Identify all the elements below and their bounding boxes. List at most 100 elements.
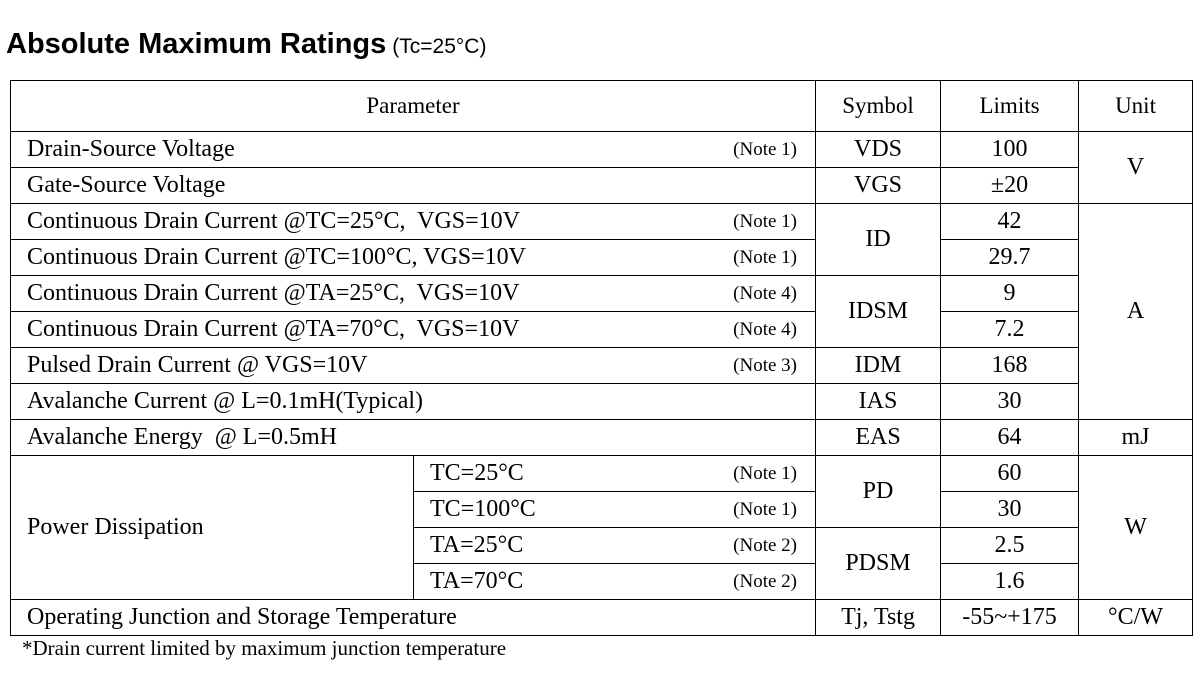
condition-content: TA=70°C (Note 2) [415,568,815,595]
limit: 64 [940,419,1080,456]
table-body: Parameter Symbol Limits Unit Drain-Sourc… [9,80,1194,636]
unit: °C/W [1078,599,1194,636]
symbol: IDM [815,347,942,384]
parameter: Pulsed Drain Current @ VGS=10V [27,352,368,378]
table-row: Avalanche Current @ L=0.1mH(Typical) IAS 3… [9,383,1193,420]
symbol: IAS [815,383,942,420]
parameter-content: Continuous Drain Current @TA=70°C, VGS=1… [12,316,815,343]
column-header: Symbol [815,80,942,132]
unit: A [1078,203,1194,420]
unit: V [1078,131,1194,204]
parameter-content: Avalanche Current @ L=0.1mH(Typical) [12,388,815,415]
parameter: Operating Junction and Storage Temperatu… [27,604,457,630]
symbol: VGS [815,167,942,204]
parameter-cell: Continuous Drain Current @TA=25°C, VGS=1… [9,275,817,312]
limit: ±20 [940,167,1080,204]
parameter-group: Power Dissipation [10,455,414,600]
table-row: Gate-Source Voltage VGS ±20 [9,167,1193,204]
footnote: *Drain current limited by maximum juncti… [22,636,507,660]
parameter-cell: Continuous Drain Current @TC=25°C, VGS=1… [9,203,817,240]
symbol: VDS [815,131,942,168]
note: (Note 4) [733,282,798,304]
column-header: Parameter [9,80,817,132]
symbol: PD [815,455,942,528]
table-row: Continuous Drain Current @TA=70°C, VGS=1… [9,311,1193,348]
parameter: Drain-Source Voltage [27,136,235,162]
parameter: Continuous Drain Current @TC=100°C, VGS=… [27,244,526,270]
condition: TA=25°C [430,532,524,558]
note: (Note 1) [733,138,798,160]
limit: 42 [940,203,1080,240]
table-row: Avalanche Energy @ L=0.5mH EAS 64 mJ [9,419,1194,456]
parameter: Continuous Drain Current @TA=25°C, VGS=1… [27,280,520,306]
parameter: Avalanche Energy @ L=0.5mH [27,424,337,450]
table-row: Continuous Drain Current @TA=25°C, VGS=1… [9,275,1193,348]
table-row: Continuous Drain Current @TC=100°C, VGS=… [9,239,1193,276]
condition-content: TC=100°C (Note 1) [415,496,815,523]
parameter-content: Avalanche Energy @ L=0.5mH [12,424,815,451]
limit: 100 [940,131,1080,168]
note: (Note 1) [733,246,798,268]
condition: (Tc=25°C) [392,35,487,58]
table-row: Drain-Source Voltage (Note 1) VDS 100 V [9,131,1194,204]
condition: TC=25°C [430,460,524,486]
limit: 2.5 [940,527,1080,564]
condition-cell: TC=25°C (Note 1) [412,455,817,492]
limit: 60 [940,455,1080,492]
limit: 7.2 [940,311,1080,348]
limit: 9 [940,275,1080,312]
parameter-content: Continuous Drain Current @TA=25°C, VGS=1… [12,280,815,307]
column-header: Limits [940,80,1080,132]
note: (Note 2) [733,570,798,592]
symbol: Tj, Tstg [815,599,942,636]
parameter: Gate-Source Voltage [27,172,226,198]
limit: 29.7 [940,239,1080,276]
limit: -55~+175 [940,599,1080,636]
condition: TC=100°C [430,496,536,522]
parameter-cell: Operating Junction and Storage Temperatu… [9,599,817,636]
parameter-content: Gate-Source Voltage [12,172,815,199]
table-row: Operating Junction and Storage Temperatu… [9,599,1194,636]
note: (Note 1) [733,210,798,232]
parameter-cell: Continuous Drain Current @TA=70°C, VGS=1… [9,311,817,348]
table-row: Continuous Drain Current @TC=25°C, VGS=1… [9,203,1194,420]
parameter-cell: Avalanche Current @ L=0.1mH(Typical) [9,383,817,420]
header-row: Parameter Symbol Limits Unit [9,80,1194,132]
condition-cell: TC=100°C (Note 1) [412,491,817,528]
parameter-cell: Drain-Source Voltage (Note 1) [9,131,817,168]
ratings-table: Parameter Symbol Limits Unit Drain-Sourc… [9,80,1194,636]
parameter-cell: Gate-Source Voltage [9,167,817,204]
table-row: Power Dissipation TC=25°C (Note 1) PD 60 W [10,455,1194,600]
condition-content: TC=25°C (Note 1) [415,460,815,487]
note: (Note 1) [733,498,798,520]
parameter-content: Pulsed Drain Current @ VGS=10V (Note 3) [12,352,815,379]
limit: 1.6 [940,563,1080,600]
symbol: IDSM [815,275,942,348]
unit: mJ [1078,419,1194,456]
limit: 30 [940,383,1080,420]
condition-cell: TA=25°C (Note 2) [412,527,817,564]
symbol: ID [815,203,942,276]
parameter-content: Operating Junction and Storage Temperatu… [12,604,815,631]
parameter: Avalanche Current @ L=0.1mH(Typical) [27,388,424,414]
note: (Note 4) [733,318,798,340]
note: (Note 2) [733,534,798,556]
parameter-cell: Avalanche Energy @ L=0.5mH [9,419,817,456]
note: (Note 1) [733,462,798,484]
unit: W [1078,455,1194,600]
parameter: Power Dissipation [27,514,204,540]
header: Absolute Maximum Ratings (Tc=25°C) [6,28,486,61]
table-row: TA=70°C (Note 2) 1.6 [11,563,1193,600]
table-row: TC=100°C (Note 1) 30 [11,491,1193,528]
limit: 168 [940,347,1080,384]
symbol: EAS [815,419,942,456]
parameter-cell: Continuous Drain Current @TC=100°C, VGS=… [9,239,817,276]
note: (Note 3) [733,354,798,376]
parameter-content: Drain-Source Voltage (Note 1) [12,136,815,163]
column-header: Unit [1078,80,1194,132]
table-row: Pulsed Drain Current @ VGS=10V (Note 3) ID… [9,347,1193,384]
table-row: TA=25°C (Note 2) PDSM 2.5 [11,527,1193,600]
limit: 30 [940,491,1080,528]
